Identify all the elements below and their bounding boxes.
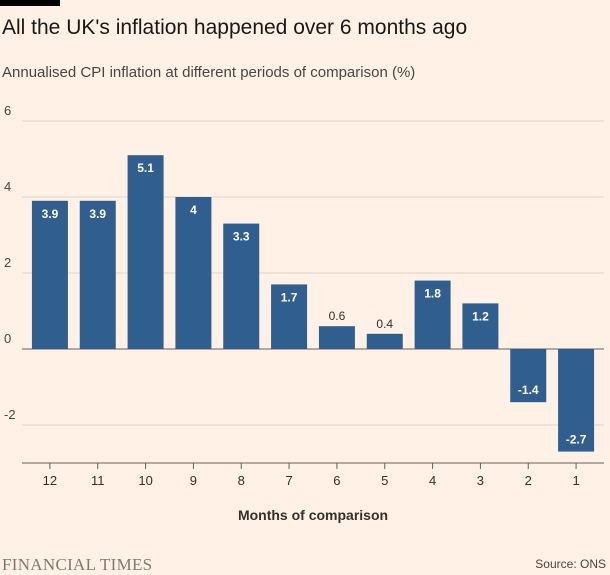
data-label: 5.1 <box>137 161 154 175</box>
bar <box>462 303 499 349</box>
bar <box>318 326 355 349</box>
bar <box>223 223 260 349</box>
data-label: 1.7 <box>281 290 298 304</box>
x-axis-label: Months of comparison <box>238 507 388 523</box>
x-tick-label: 10 <box>138 473 152 488</box>
data-label: -1.4 <box>518 383 539 397</box>
y-tick-label: 2 <box>4 255 11 270</box>
chart-subtitle: Annualised CPI inflation at different pe… <box>2 64 416 81</box>
data-label: 1.8 <box>424 287 441 301</box>
bar <box>414 280 451 349</box>
data-label: 1.2 <box>472 309 489 323</box>
x-tick-label: 1 <box>572 473 579 488</box>
x-tick-label: 8 <box>238 473 245 488</box>
data-label: 3.3 <box>233 230 250 244</box>
x-tick-label: 12 <box>43 473 57 488</box>
source-note: Source: ONS <box>535 557 606 571</box>
brand-logo: FINANCIAL TIMES <box>2 555 153 574</box>
y-tick-label: 0 <box>4 331 11 346</box>
chart-title: All the UK's inflation happened over 6 m… <box>2 16 468 39</box>
bar <box>31 200 68 349</box>
y-tick-label: 6 <box>4 103 11 118</box>
y-tick-label: -2 <box>4 407 16 422</box>
data-label: -2.7 <box>566 433 587 447</box>
gridlines <box>22 120 604 426</box>
x-axis: 12 11 10 9 8 7 6 5 4 3 2 1 <box>22 462 604 488</box>
bar <box>79 200 116 349</box>
x-tick-label: 2 <box>525 473 532 488</box>
x-tick-label: 7 <box>285 473 292 488</box>
x-tick-label: 5 <box>381 473 388 488</box>
bar <box>127 155 164 349</box>
bar <box>558 349 595 452</box>
x-tick-label: 11 <box>91 473 105 488</box>
data-label: 3.9 <box>89 207 106 221</box>
x-tick-label: 9 <box>190 473 197 488</box>
data-label: 0.4 <box>376 317 393 331</box>
x-tick-label: 3 <box>477 473 484 488</box>
accent-bar <box>0 0 60 6</box>
bar <box>366 333 403 349</box>
bar <box>510 349 547 403</box>
data-labels: 3.9 3.9 5.1 4 3.3 1.7 0.6 0.4 1.8 1.2 -1.4 -2.7 <box>42 161 587 446</box>
x-tick-label: 6 <box>333 473 340 488</box>
y-axis-ticks: 6 4 2 0 -2 <box>4 103 16 422</box>
bar <box>175 197 212 349</box>
data-label: 0.6 <box>329 309 346 323</box>
bar <box>271 284 308 349</box>
data-label: 3.9 <box>42 207 59 221</box>
y-tick-label: 4 <box>4 179 11 194</box>
x-tick-label: 4 <box>429 473 436 488</box>
bars <box>31 155 595 452</box>
data-label: 4 <box>190 203 197 217</box>
